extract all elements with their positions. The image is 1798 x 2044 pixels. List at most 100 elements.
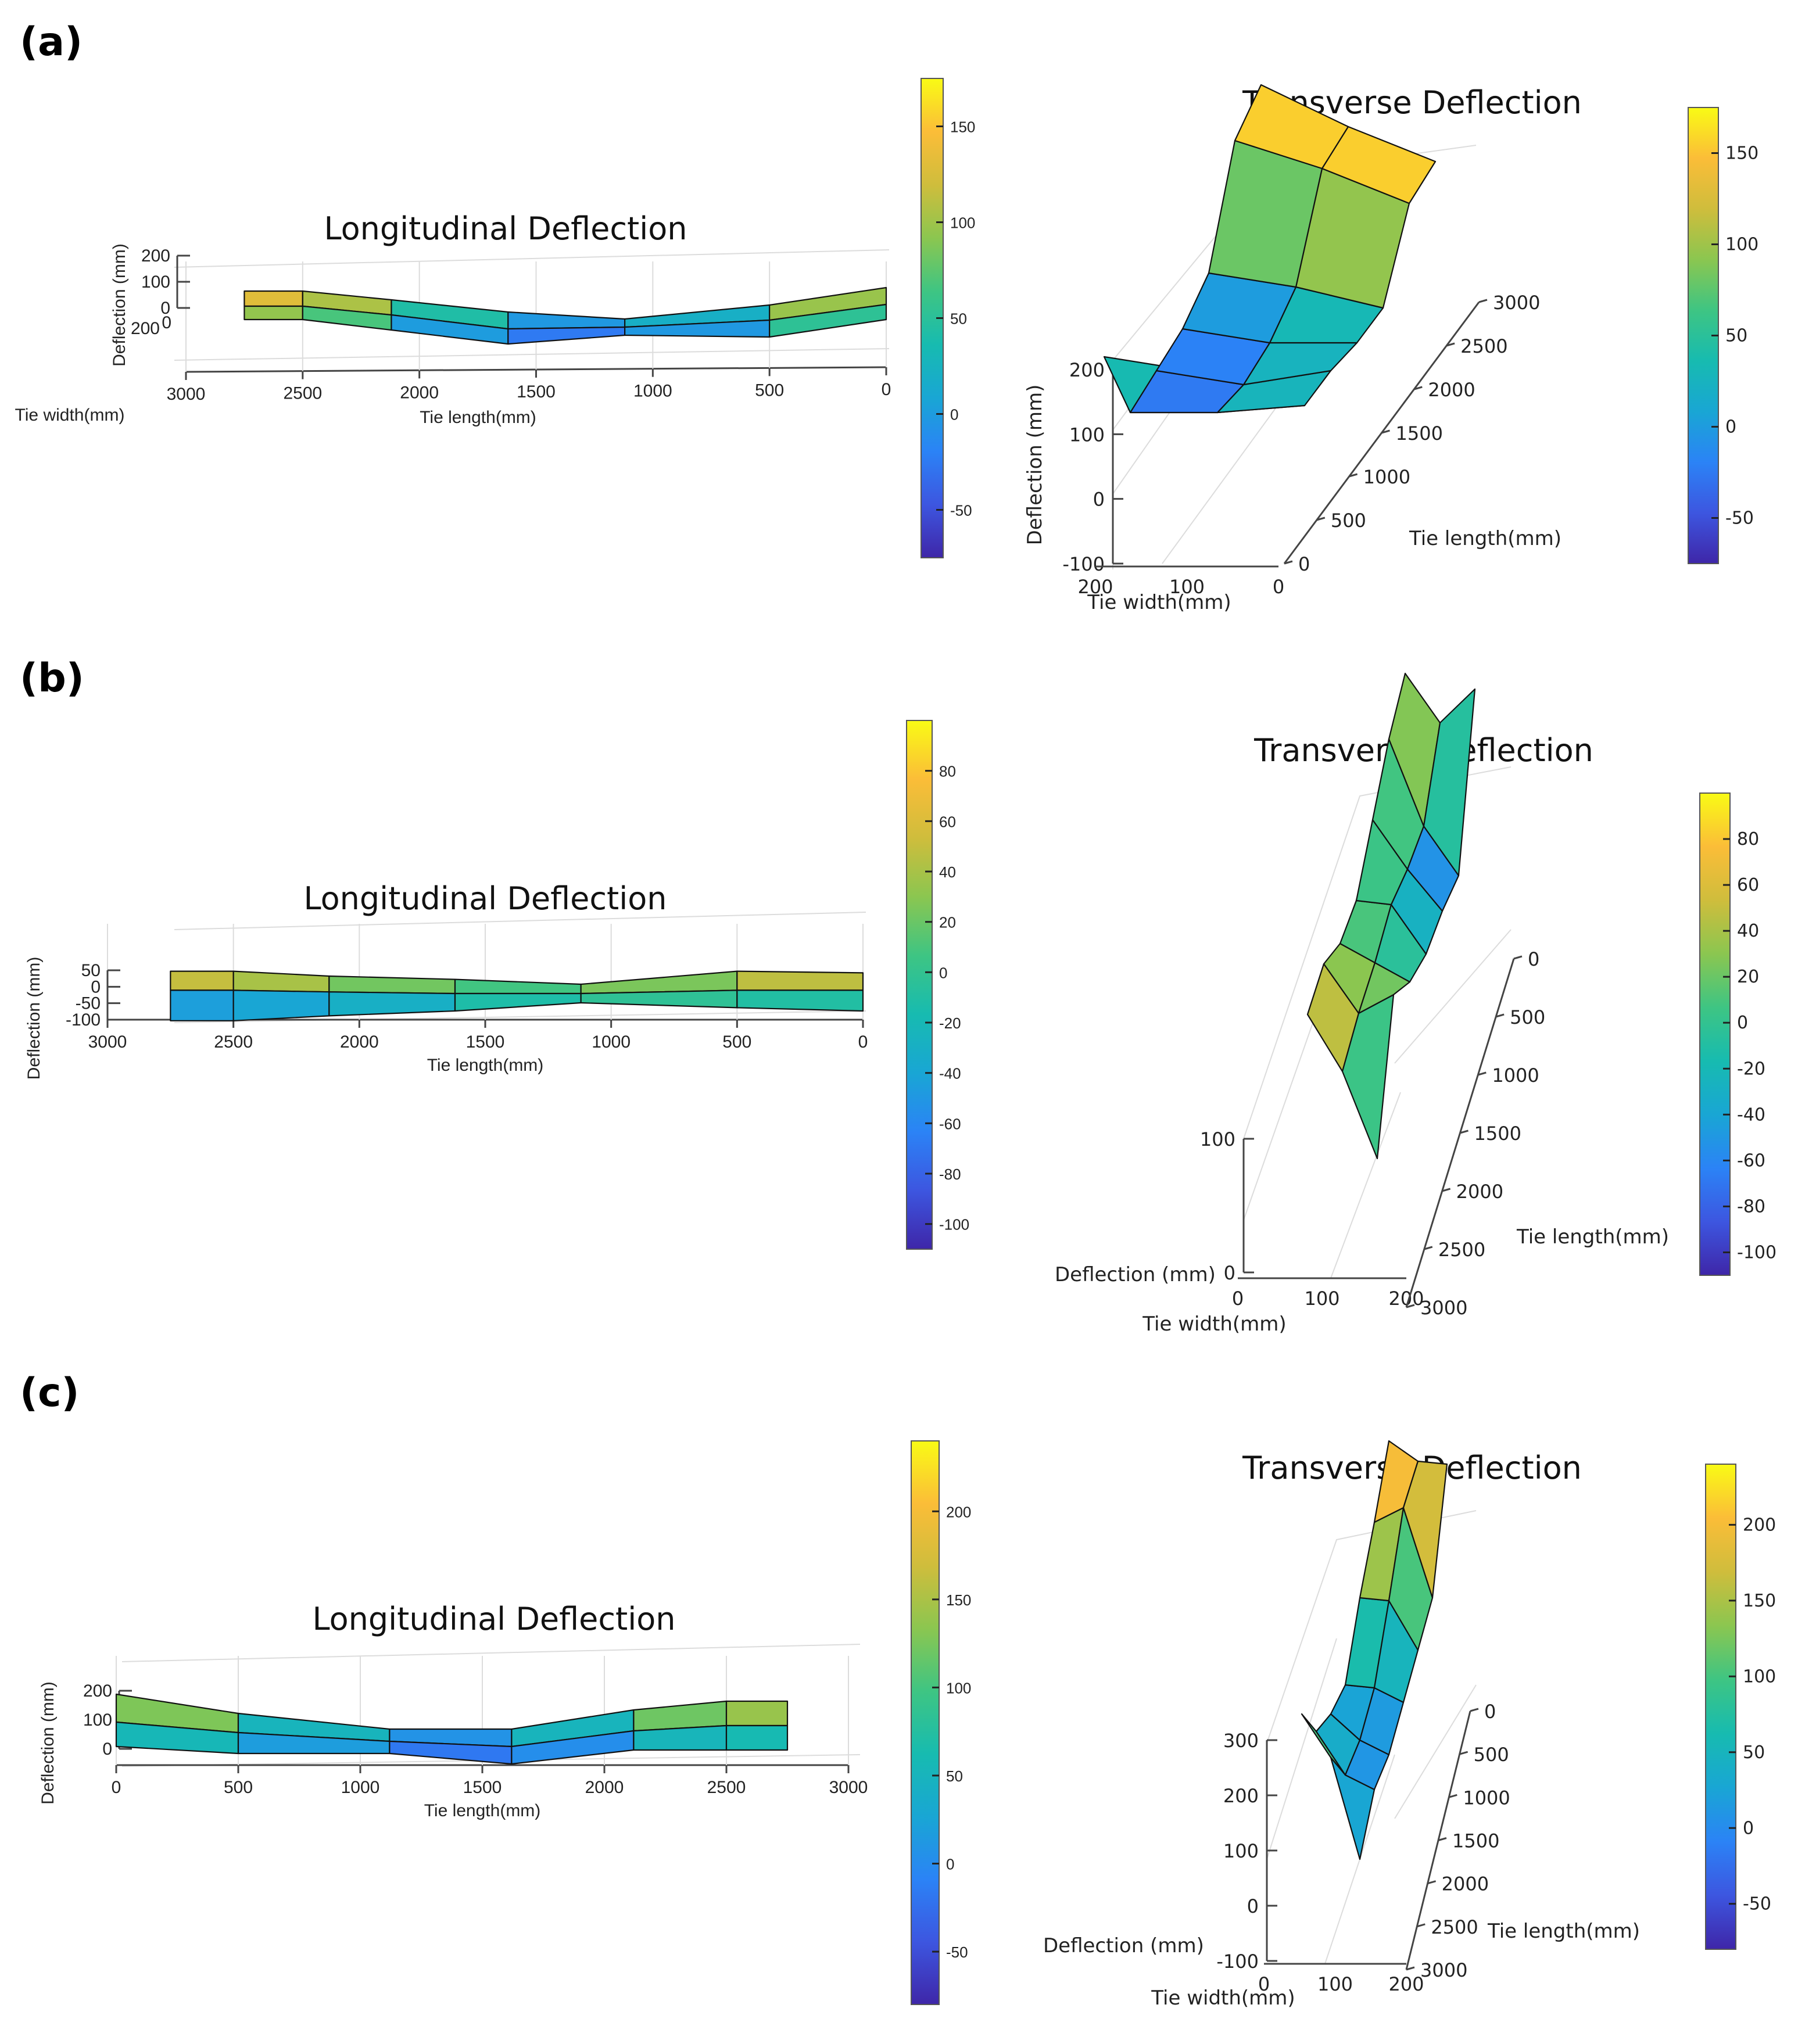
colorbar-tick-label: 20 [1737, 967, 1759, 987]
length-tick-label: 2000 [1428, 379, 1475, 401]
width-tick-label: 100 [1317, 1973, 1353, 1995]
colorbar-tick-label: 200 [1743, 1515, 1776, 1535]
transverse-plot: Transverse Deflection2001000-100Deflecti… [1023, 84, 1582, 614]
length-tick-label: 0 [1484, 1701, 1496, 1723]
length-tick-label: 2500 [1460, 335, 1507, 357]
colorbar-tick-label: 100 [946, 1679, 971, 1697]
length-tick-label: 3000 [1420, 1297, 1467, 1319]
colorbar-gradient [911, 1440, 940, 2005]
x-tick-label: 3000 [829, 1778, 868, 1797]
colorbar-tick-label: -50 [946, 1943, 968, 1961]
gridline [1394, 929, 1512, 1064]
width-tick-label: 200 [1388, 1973, 1424, 1995]
colorbar-tick-label: 100 [950, 214, 975, 232]
colorbar-tick-label: 40 [1737, 921, 1759, 941]
x-tick-label: 2000 [340, 1032, 379, 1052]
colorbar-tick-label: -40 [1737, 1105, 1765, 1125]
z-tick-label: 100 [83, 1710, 112, 1730]
colorbar-tick-label: -20 [939, 1014, 961, 1032]
length-tick-mark [1442, 1188, 1451, 1192]
surface-patch [1234, 84, 1349, 170]
width-tick-label: 100 [1169, 576, 1205, 598]
surface-patch [454, 978, 582, 995]
surface-patch [454, 992, 582, 1012]
width-tick-label: 0 [1273, 576, 1284, 598]
gridline [1266, 1638, 1337, 1860]
surface-patch [170, 970, 234, 991]
length-tick-mark [1460, 1129, 1469, 1134]
z-tick-label: 0 [1093, 489, 1105, 511]
chart-title: Longitudinal Deflection [324, 210, 687, 247]
colorbar-tick-label: -50 [1725, 508, 1754, 529]
colorbar-tick-label: 0 [950, 406, 958, 424]
gridline [174, 348, 890, 361]
length-tick-label: 1500 [1396, 422, 1443, 444]
colorbar: 80 60 40 20 0 -20 -40 -60 -80 -100 [906, 720, 969, 1250]
z-tick-label: 0 [1224, 1262, 1235, 1284]
length-tick-mark [1349, 473, 1358, 478]
x-tick-label: 2000 [400, 383, 439, 402]
colorbar-tick-label: -40 [939, 1065, 961, 1082]
colorbar-tick-label: 40 [939, 863, 956, 881]
x-tick-label: 2000 [585, 1778, 624, 1797]
length-tick-mark [1513, 955, 1523, 960]
surface-patch [507, 326, 626, 345]
length-tick-mark [1448, 1794, 1457, 1798]
surface-patch [243, 305, 303, 321]
length-tick-mark [1495, 1013, 1505, 1018]
surface-patch [232, 970, 330, 993]
colorbar-gradient [1705, 1464, 1736, 1950]
x-tick-label: 1500 [463, 1778, 502, 1797]
x-tick-label: 1000 [592, 1032, 631, 1052]
x-axis-label: Tie length(mm) [427, 1056, 544, 1075]
length-tick-mark [1424, 1246, 1433, 1250]
width-axis-label: Tie width(mm) [1142, 1313, 1286, 1336]
chart-title: Longitudinal Deflection [303, 880, 667, 917]
gridline [174, 912, 866, 930]
colorbar-tick-label: 150 [1725, 144, 1758, 164]
length-tick-mark [1459, 1751, 1469, 1755]
length-tick-label: 3000 [1420, 1959, 1467, 1981]
z-tick-label: 0 [91, 977, 101, 996]
panel-label: (a) [20, 19, 83, 65]
x-tick-label: 500 [224, 1778, 253, 1797]
surface-patch [328, 975, 456, 995]
colorbar-gradient [1699, 793, 1731, 1276]
length-tick-label: 0 [1298, 553, 1310, 575]
surface-patch [769, 303, 887, 338]
z-tick-label: 100 [1069, 424, 1105, 446]
width-tick-label: 100 [1304, 1288, 1339, 1310]
panel-label: (b) [20, 655, 84, 701]
x-tick-label: 2500 [214, 1032, 253, 1052]
length-tick-mark [1477, 1071, 1487, 1076]
length-axis-label: Tie length(mm) [1409, 527, 1561, 550]
colorbar-tick-label: -50 [1743, 1894, 1771, 1914]
colorbar-tick-label: 50 [1743, 1742, 1765, 1763]
colorbar-tick-label: -60 [939, 1115, 961, 1132]
width-tick-label: 0 [1258, 1973, 1270, 1995]
colorbar-tick-label: -20 [1737, 1059, 1765, 1079]
colorbar-tick-label: 0 [1737, 1013, 1748, 1033]
z-tick-label: -50 [76, 994, 101, 1013]
length-tick-mark [1416, 1923, 1425, 1928]
x-tick-label: 1500 [466, 1032, 505, 1052]
x-tick-label: 0 [882, 380, 891, 399]
colorbar-tick-label: 0 [939, 964, 947, 981]
colorbar-tick-label: 50 [1725, 326, 1747, 346]
z-tick-label: 100 [1223, 1840, 1259, 1862]
longitudinal-plot: Longitudinal Deflection 3000 2500 2000 1500 1… [24, 880, 868, 1080]
surface-patch [1423, 688, 1476, 877]
z-tick-label: 200 [1223, 1785, 1259, 1807]
colorbar-tick-label: -100 [939, 1216, 969, 1233]
colorbar-tick-label: -60 [1737, 1150, 1765, 1171]
z-tick-label: 0 [1247, 1895, 1259, 1917]
colorbar: 80 60 40 20 0 -20 -40 -60 -80 -100 [1699, 793, 1776, 1276]
z-tick-label: -100 [1216, 1950, 1259, 1973]
x-tick-label: 3000 [88, 1032, 127, 1052]
x-axis-label: Tie length(mm) [424, 1801, 541, 1820]
colorbar-tick-label: 80 [1737, 829, 1759, 849]
